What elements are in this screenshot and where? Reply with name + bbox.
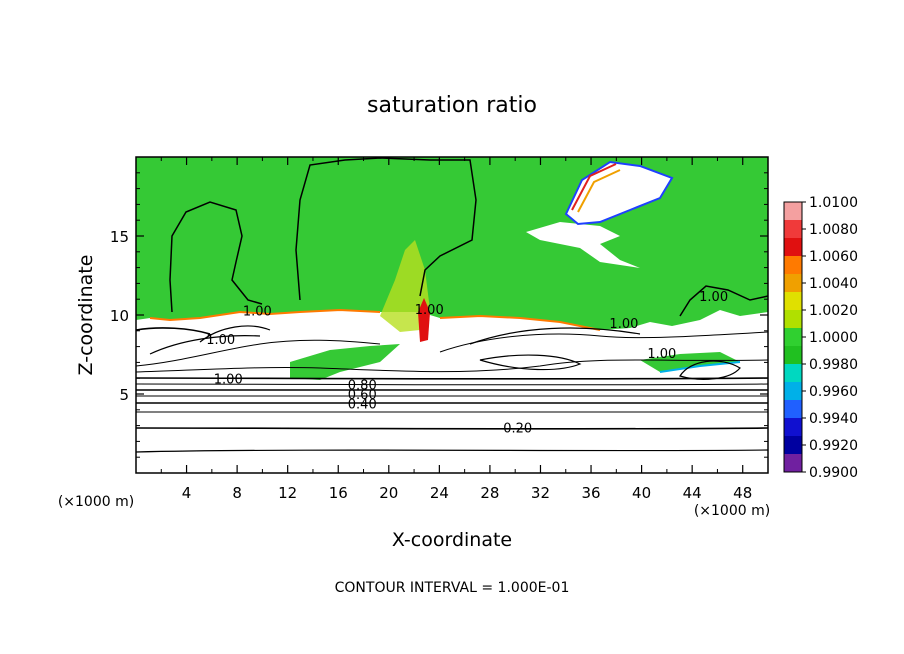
x-tick-label: 8 bbox=[232, 484, 242, 502]
contour-label-group: 1.00 1.00 1.00 1.00 1.00 1.00 1.00 0.800.600.40… bbox=[206, 290, 728, 436]
colorbar-label: 0.9920 bbox=[809, 438, 858, 454]
colorbar-label: 1.0100 bbox=[809, 195, 858, 211]
contour-label: 0.60 bbox=[348, 388, 377, 403]
colorbar-swatch bbox=[784, 400, 802, 419]
saturated-region bbox=[136, 157, 768, 330]
x-axis-label: X-coordinate bbox=[392, 529, 512, 551]
x-tick-label: 4 bbox=[182, 484, 192, 502]
saturated-pocket bbox=[640, 352, 740, 372]
x-tick-label: 16 bbox=[329, 484, 348, 502]
colorbar-label: 0.9960 bbox=[809, 384, 858, 400]
x-tick-label: 32 bbox=[531, 484, 550, 502]
colorbar-label: 1.0000 bbox=[809, 330, 858, 346]
contour-label: 1.00 bbox=[206, 333, 235, 348]
x-tick-label: 20 bbox=[379, 484, 398, 502]
x-tick-label: 36 bbox=[581, 484, 600, 502]
contour-label: 1.00 bbox=[214, 372, 243, 387]
colorbar-swatch bbox=[784, 418, 802, 437]
colorbar-swatch bbox=[784, 310, 802, 329]
colorbar: 1.0100 1.0080 1.0060 1.0040 1.0020 1.0000 0.99… bbox=[783, 195, 858, 481]
colorbar-label: 1.0060 bbox=[809, 249, 858, 265]
y-tick-label: 5 bbox=[119, 386, 129, 404]
colorbar-label: 0.9900 bbox=[809, 465, 858, 481]
plot-field bbox=[136, 157, 768, 473]
x-axis: 4 8 12 16 20 24 28 32 36 40 44 48 bbox=[160, 157, 752, 502]
colorbar-swatch bbox=[784, 202, 802, 221]
colorbar-label: 1.0040 bbox=[809, 276, 858, 292]
contour-label: 1.00 bbox=[609, 317, 638, 332]
x-tick-label: 28 bbox=[480, 484, 499, 502]
y-tick-label: 10 bbox=[110, 307, 129, 325]
contour-label: 1.00 bbox=[243, 304, 272, 319]
x-tick-label: 44 bbox=[683, 484, 702, 502]
colorbar-swatch bbox=[784, 328, 802, 347]
dry-patch bbox=[564, 160, 674, 226]
colorbar-label: 1.0020 bbox=[809, 303, 858, 319]
x-tick-label: 40 bbox=[632, 484, 651, 502]
contour-label: 0.80 bbox=[348, 379, 377, 394]
colorbar-swatch bbox=[784, 364, 802, 383]
y-axis-label: Z-coordinate bbox=[75, 255, 97, 376]
colorbar-label: 0.9940 bbox=[809, 411, 858, 427]
dry-patch bbox=[526, 222, 640, 268]
colorbar-swatch bbox=[784, 382, 802, 401]
contour-label: 1.00 bbox=[415, 303, 444, 318]
plume bbox=[380, 240, 430, 332]
colorbar-swatch bbox=[784, 436, 802, 455]
chart-title: saturation ratio bbox=[367, 93, 537, 118]
y-axis: 5 10 15 bbox=[110, 172, 768, 458]
plume-core bbox=[418, 298, 430, 342]
colorbar-swatch bbox=[784, 256, 802, 275]
contour-label: 0.40 bbox=[348, 398, 377, 413]
x-unit-left: (×1000 m) bbox=[58, 494, 134, 510]
colorbar-swatch bbox=[784, 238, 802, 257]
x-tick-label: 24 bbox=[430, 484, 449, 502]
saturated-pocket bbox=[290, 344, 400, 380]
contour-interval-note: CONTOUR INTERVAL = 1.000E-01 bbox=[335, 580, 570, 596]
colorbar-label: 1.0080 bbox=[809, 222, 858, 238]
contour-label: 1.00 bbox=[699, 290, 728, 305]
x-unit-right: (×1000 m) bbox=[694, 503, 770, 519]
contour-label: 1.00 bbox=[647, 347, 676, 362]
contour-label: 0.20 bbox=[503, 421, 532, 436]
x-tick-label: 48 bbox=[733, 484, 752, 502]
colorbar-swatch bbox=[784, 292, 802, 311]
contour-lines bbox=[136, 325, 768, 453]
colorbar-swatch bbox=[784, 454, 802, 473]
y-tick-label: 15 bbox=[110, 228, 129, 246]
colorbar-label: 0.9980 bbox=[809, 357, 858, 373]
colorbar-swatch bbox=[784, 220, 802, 239]
colorbar-swatch bbox=[784, 274, 802, 293]
x-tick-label: 12 bbox=[278, 484, 297, 502]
colorbar-swatch bbox=[784, 346, 802, 365]
